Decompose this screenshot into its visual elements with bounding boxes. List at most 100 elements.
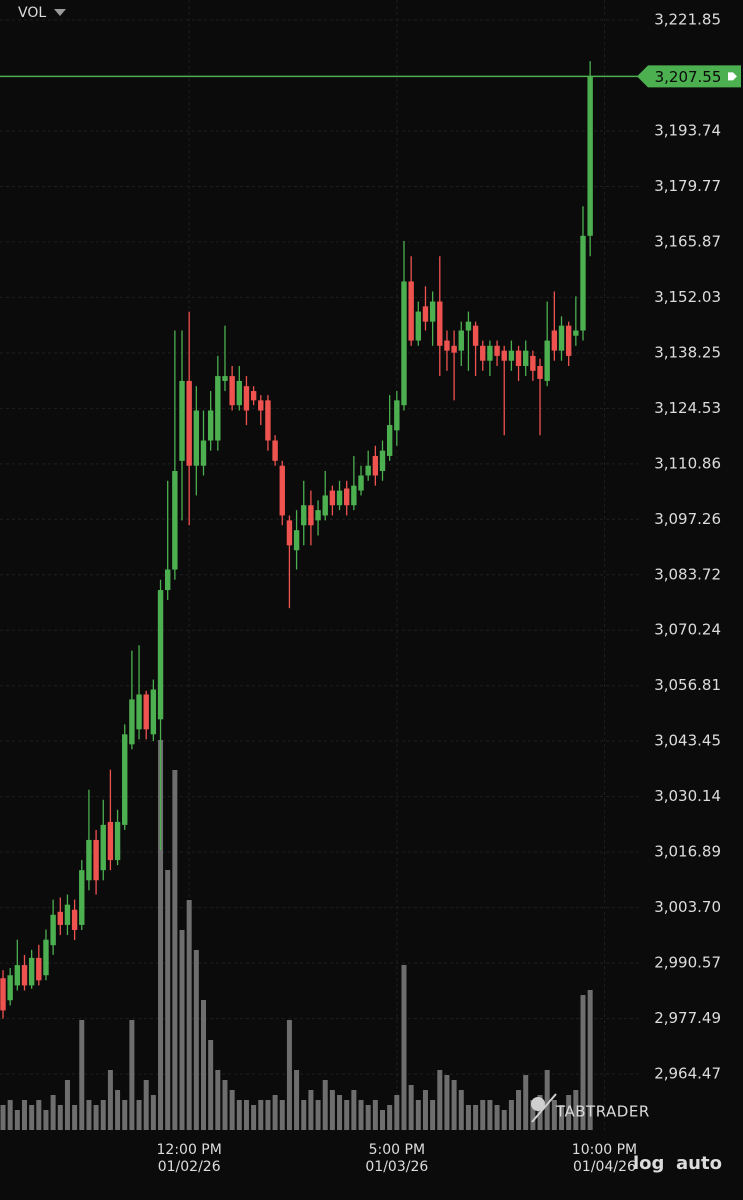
volume-bar bbox=[337, 1095, 343, 1130]
candle-body bbox=[329, 490, 336, 506]
y-tick-label: 2,977.49 bbox=[654, 1009, 721, 1027]
volume-bar bbox=[372, 1100, 378, 1130]
volume-bar bbox=[115, 1090, 121, 1130]
candle-body bbox=[136, 694, 142, 730]
volume-bar bbox=[86, 1100, 92, 1130]
candle-body bbox=[537, 365, 543, 379]
candle-body bbox=[114, 821, 121, 861]
volume-bar bbox=[236, 1100, 242, 1130]
volume-bar bbox=[501, 1110, 507, 1130]
volume-bar bbox=[401, 965, 407, 1130]
candle-body bbox=[122, 734, 128, 825]
volume-bar bbox=[394, 1095, 400, 1130]
candle-body bbox=[358, 475, 364, 491]
candle-body bbox=[172, 471, 178, 570]
candle-body bbox=[186, 380, 192, 466]
last-price-label: 3,207.55 bbox=[655, 68, 722, 86]
volume-bar bbox=[322, 1080, 328, 1130]
x-tick-label: 5:00 PM bbox=[369, 1142, 425, 1158]
x-tick-sublabel: 01/04/26 bbox=[573, 1159, 636, 1175]
candle-body bbox=[143, 694, 149, 730]
volume-bar bbox=[494, 1105, 500, 1130]
candle-layer bbox=[0, 61, 593, 1019]
volume-bar bbox=[215, 1070, 221, 1130]
y-tick-label: 3,043.45 bbox=[654, 732, 721, 750]
candle-body bbox=[515, 350, 522, 366]
volume-bar bbox=[100, 1100, 106, 1130]
volume-bar bbox=[243, 1100, 249, 1130]
volume-bar bbox=[286, 1020, 292, 1130]
candle-body bbox=[150, 689, 157, 735]
x-tick-label: 12:00 PM bbox=[157, 1142, 222, 1158]
volume-bar bbox=[43, 1110, 49, 1130]
candle-body bbox=[458, 330, 464, 351]
candle-body bbox=[258, 400, 264, 411]
volume-bar bbox=[93, 1105, 99, 1130]
candle-body bbox=[86, 839, 92, 881]
candle-body bbox=[472, 325, 479, 346]
candle-body bbox=[215, 376, 221, 441]
candle-body bbox=[508, 350, 515, 361]
watermark-slash bbox=[531, 1093, 557, 1123]
y-tick-label: 3,221.85 bbox=[654, 11, 721, 29]
watermark-dot bbox=[531, 1097, 545, 1111]
volume-bar bbox=[222, 1080, 228, 1130]
volume-bar bbox=[473, 1105, 479, 1130]
volume-bar bbox=[136, 1100, 142, 1130]
volume-bar bbox=[57, 1105, 63, 1130]
volume-bar bbox=[508, 1100, 514, 1130]
candle-body bbox=[487, 345, 493, 361]
indicator-dropdown[interactable] bbox=[54, 9, 66, 16]
y-tick-label: 3,124.53 bbox=[654, 399, 721, 417]
volume-bar bbox=[294, 1070, 300, 1130]
volume-bar bbox=[301, 1100, 307, 1130]
last-price-icon bbox=[728, 72, 737, 81]
candle-body bbox=[580, 235, 586, 331]
candle-body bbox=[558, 325, 565, 351]
candle-body bbox=[71, 909, 78, 930]
watermark-icon bbox=[531, 1093, 557, 1123]
volume-bar bbox=[251, 1105, 257, 1130]
volume-bar bbox=[279, 1100, 285, 1130]
y-tick-label: 3,016.89 bbox=[654, 843, 721, 861]
volume-bar bbox=[430, 1100, 436, 1130]
watermark: TABTRADER bbox=[555, 1103, 650, 1121]
candle-body bbox=[272, 440, 278, 461]
volume-bar bbox=[573, 1090, 579, 1130]
candle-body bbox=[64, 904, 71, 925]
volume-bar bbox=[229, 1090, 235, 1130]
candle-body bbox=[501, 350, 507, 361]
y-tick-label: 3,056.81 bbox=[654, 676, 721, 694]
candle-body bbox=[408, 281, 414, 341]
volume-bar bbox=[580, 995, 586, 1130]
candle-body bbox=[394, 400, 400, 431]
candle-body bbox=[573, 330, 579, 336]
volume-bar bbox=[458, 1090, 464, 1130]
candle-body bbox=[544, 340, 550, 381]
candle-body bbox=[379, 450, 386, 472]
volume-bar bbox=[387, 1105, 393, 1130]
auto-button[interactable]: auto bbox=[676, 1153, 722, 1174]
log-button[interactable]: log bbox=[633, 1153, 664, 1174]
volume-bar bbox=[186, 900, 192, 1130]
volume-bar bbox=[79, 1020, 85, 1130]
x-tick-sublabel: 01/02/26 bbox=[158, 1159, 221, 1175]
volume-bar bbox=[544, 1070, 550, 1130]
candle-body bbox=[551, 330, 558, 351]
y-tick-label: 3,138.25 bbox=[654, 343, 721, 361]
volume-bar bbox=[258, 1100, 264, 1130]
volume-bar bbox=[365, 1105, 371, 1130]
candle-body bbox=[365, 465, 371, 476]
candle-body bbox=[279, 465, 285, 516]
volume-bar bbox=[408, 1085, 414, 1130]
indicator-label[interactable]: VOL bbox=[18, 5, 46, 21]
volume-bar bbox=[380, 1110, 386, 1130]
volume-bar bbox=[150, 1095, 156, 1130]
x-tick-sublabel: 01/03/26 bbox=[365, 1159, 428, 1175]
candle-body bbox=[229, 376, 235, 406]
candle-body bbox=[200, 440, 207, 466]
volume-bar bbox=[451, 1080, 457, 1130]
y-tick-label: 2,964.47 bbox=[654, 1065, 721, 1083]
